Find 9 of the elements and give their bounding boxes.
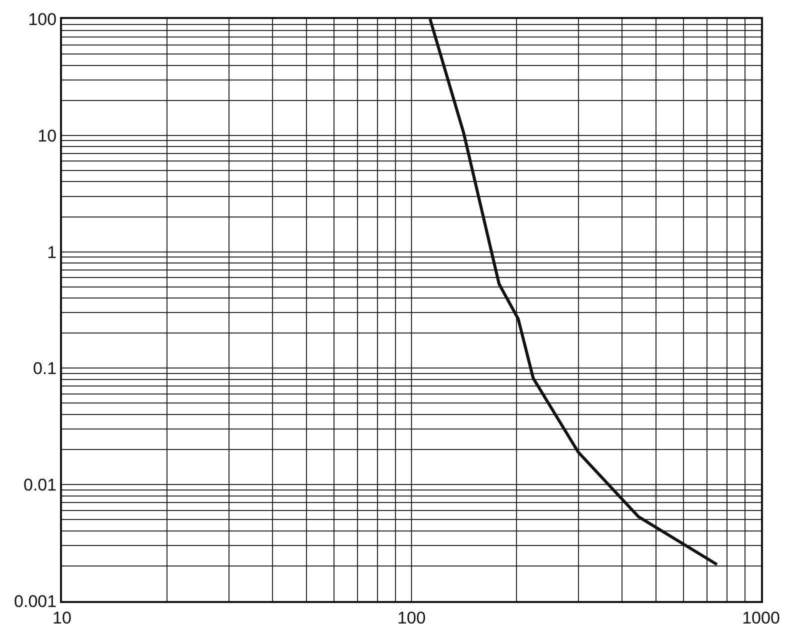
y-tick-label: 0.1 — [32, 359, 57, 378]
x-tick-label: 10 — [52, 608, 72, 628]
y-tick-label: 1 — [47, 242, 57, 262]
x-tick-label: 1000 — [742, 608, 780, 628]
y-tick-label: 100 — [28, 10, 57, 29]
y-tick-label: 10 — [38, 126, 57, 146]
y-tick-label: 0.01 — [24, 476, 57, 495]
x-tick-label: 100 — [397, 608, 426, 628]
y-tick-label: 0.001 — [14, 592, 57, 611]
